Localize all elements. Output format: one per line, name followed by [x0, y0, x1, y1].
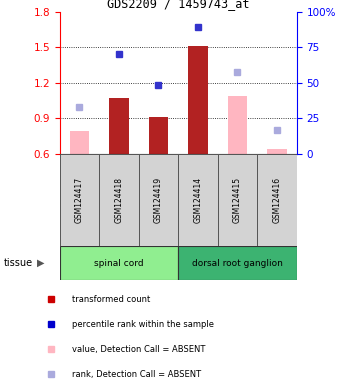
Text: ▶: ▶ — [37, 258, 45, 268]
Bar — [218, 154, 257, 246]
Text: value, Detection Call = ABSENT: value, Detection Call = ABSENT — [72, 344, 205, 354]
Bar — [178, 246, 297, 280]
Bar — [99, 154, 139, 246]
Bar — [267, 149, 287, 154]
Text: percentile rank within the sample: percentile rank within the sample — [72, 319, 213, 329]
Text: GSM124416: GSM124416 — [272, 177, 281, 223]
Text: dorsal root ganglion: dorsal root ganglion — [192, 258, 283, 268]
Text: GSM124415: GSM124415 — [233, 177, 242, 223]
Text: GSM124414: GSM124414 — [193, 177, 203, 223]
Bar — [178, 154, 218, 246]
Bar — [60, 246, 178, 280]
Text: rank, Detection Call = ABSENT: rank, Detection Call = ABSENT — [72, 369, 201, 379]
Bar — [70, 131, 89, 154]
Text: GSM124418: GSM124418 — [115, 177, 123, 223]
Text: tissue: tissue — [3, 258, 32, 268]
Bar — [149, 118, 168, 154]
Bar — [257, 154, 297, 246]
Text: GSM124419: GSM124419 — [154, 177, 163, 223]
Bar — [188, 46, 208, 154]
Bar — [109, 98, 129, 154]
Title: GDS2209 / 1459743_at: GDS2209 / 1459743_at — [107, 0, 249, 10]
Text: transformed count: transformed count — [72, 295, 150, 304]
Bar — [60, 154, 99, 246]
Bar — [227, 96, 247, 154]
Text: spinal cord: spinal cord — [94, 258, 144, 268]
Text: GSM124417: GSM124417 — [75, 177, 84, 223]
Bar — [139, 154, 178, 246]
